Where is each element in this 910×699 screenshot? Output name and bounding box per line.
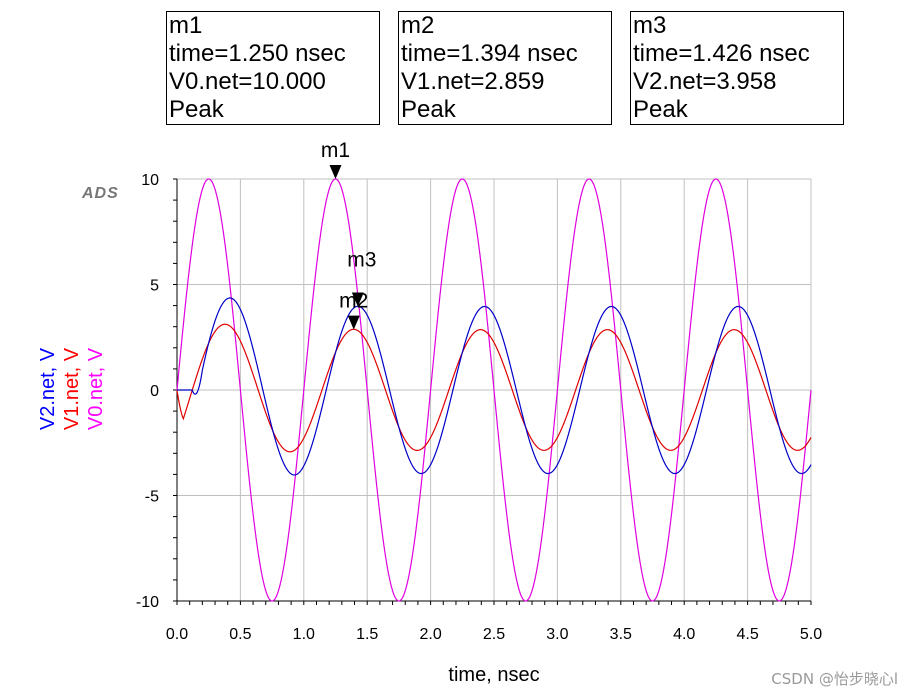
y-tick-label: 10 — [141, 172, 159, 189]
marker-mode: Peak — [633, 96, 688, 123]
marker-readout-m3[interactable]: m3 time=1.426 nsec V2.net=3.958 Peak — [630, 11, 844, 125]
marker-time: time=1.426 nsec — [633, 40, 810, 67]
marker-mode: Peak — [169, 96, 224, 123]
x-tick-label: 2.0 — [419, 626, 441, 643]
marker-name: m3 — [633, 12, 667, 39]
x-tick-label: 3.0 — [546, 626, 568, 643]
marker-label-m1: m1 — [321, 139, 350, 162]
ads-logo: ADS — [82, 185, 119, 202]
y-axis-label: V2.net, V V1.net, V V0.net, V — [36, 348, 108, 430]
marker-readout-m1[interactable]: m1 time=1.250 nsec V0.net=10.000 Peak — [166, 11, 380, 125]
marker-value: V1.net=2.859 — [401, 68, 545, 95]
marker-time: time=1.394 nsec — [401, 40, 578, 67]
marker-triangle-m3 — [351, 292, 364, 307]
y-tick-label: 0 — [150, 383, 159, 400]
marker-name: m2 — [401, 12, 435, 39]
marker-label-m3: m3 — [347, 248, 376, 271]
series-line-v1 — [176, 323, 812, 453]
x-tick-label: 0.5 — [229, 626, 251, 643]
x-tick-label: 2.5 — [483, 626, 505, 643]
marker-readout-m2[interactable]: m2 time=1.394 nsec V1.net=2.859 Peak — [398, 11, 612, 125]
marker-time: time=1.250 nsec — [169, 40, 346, 67]
x-axis-label: time, nsec — [448, 664, 540, 686]
y-tick-label: -10 — [136, 594, 159, 611]
marker-mode: Peak — [401, 96, 456, 123]
y-label-v1: V1.net, V — [61, 347, 83, 431]
x-tick-label: 0.0 — [166, 626, 188, 643]
marker-value: V2.net=3.958 — [633, 68, 777, 95]
x-tick-label: 1.5 — [356, 626, 378, 643]
marker-triangle-m2 — [347, 315, 360, 330]
marker-value: V0.net=10.000 — [169, 68, 326, 95]
x-tick-label: 4.5 — [736, 626, 758, 643]
plot-curves — [176, 178, 812, 602]
series-line-v2 — [177, 297, 812, 476]
x-tick-label: 1.0 — [293, 626, 315, 643]
y-label-v0: V0.net, V — [85, 347, 107, 431]
marker-triangle-m1 — [329, 165, 342, 179]
series-line-v0 — [176, 178, 812, 602]
watermark: CSDN @怡步晓心l — [771, 670, 898, 688]
x-tick-label: 5.0 — [800, 626, 822, 643]
y-tick-label: 5 — [150, 278, 159, 295]
marker-name: m1 — [169, 12, 203, 39]
x-tick-label: 3.5 — [610, 626, 632, 643]
x-tick-label: 4.0 — [673, 626, 695, 643]
y-label-v2: V2.net, V — [37, 347, 59, 431]
y-tick-label: -5 — [145, 489, 159, 506]
plot-ticks: 0.0 0.5 1.0 1.5 2.0 2.5 3.0 3.5 4.0 4.5 5.0 10 5 0 -5 -… — [136, 172, 822, 643]
